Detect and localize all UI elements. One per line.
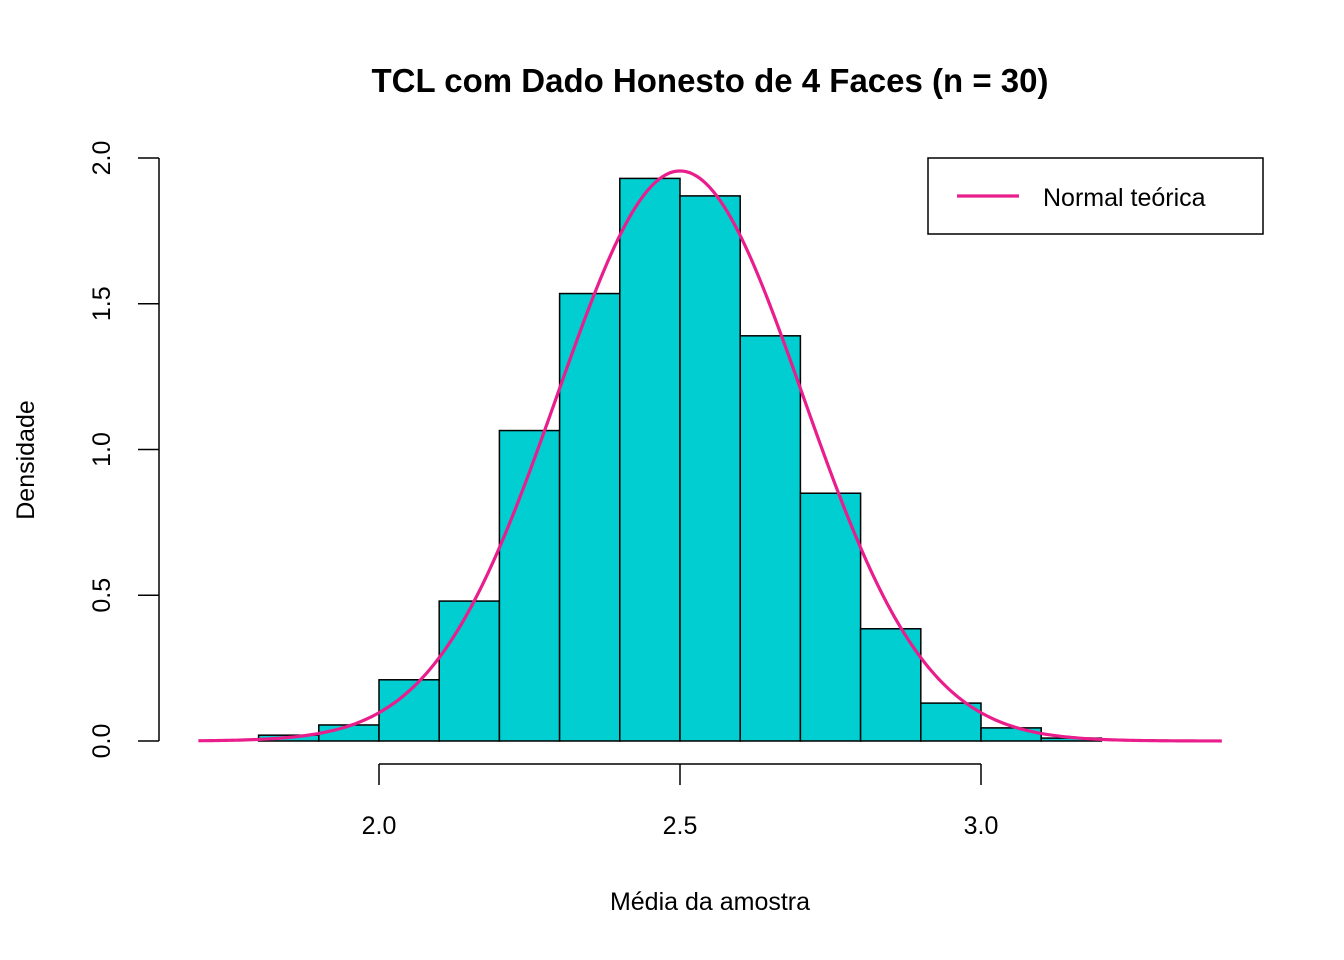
legend-box [927, 157, 1264, 235]
x-axis: 2.0 2.5 3.0 [362, 763, 999, 840]
legend: Normal teórica [927, 157, 1264, 235]
y-tick-label-4: 2.0 [88, 141, 116, 176]
histogram-bar-12 [920, 702, 982, 742]
y-tick-label-0: 0.0 [88, 724, 116, 759]
chart-title: TCL com Dado Honesto de 4 Faces (n = 30) [372, 62, 1049, 99]
histogram-bars [257, 177, 1103, 742]
x-tick-label-1: 2.5 [663, 812, 698, 840]
y-tick-label-1: 0.5 [88, 578, 116, 613]
histogram-bar-9 [739, 335, 802, 742]
x-tick-label-0: 2.0 [362, 812, 397, 840]
x-axis-label: Média da amostra [610, 888, 810, 916]
x-tick-label-2: 3.0 [964, 812, 999, 840]
y-tick-label-2: 1.0 [88, 432, 116, 467]
normal-curve-line [198, 169, 1222, 743]
histogram-bar-8 [679, 195, 741, 742]
histogram-bar-5 [498, 429, 561, 742]
y-axis: 0.0 0.5 1.0 1.5 2.0 [88, 141, 160, 759]
histogram-bar-10 [799, 492, 862, 742]
y-axis-label: Densidade [12, 400, 40, 520]
y-tick-label-3: 1.5 [88, 286, 116, 321]
histogram-bar-13 [980, 727, 1042, 742]
histogram-bar-11 [859, 628, 922, 742]
histogram-bar-7 [619, 177, 681, 742]
legend-label-normal-teorica: Normal teórica [1043, 184, 1206, 212]
histogram-bar-4 [438, 600, 501, 742]
